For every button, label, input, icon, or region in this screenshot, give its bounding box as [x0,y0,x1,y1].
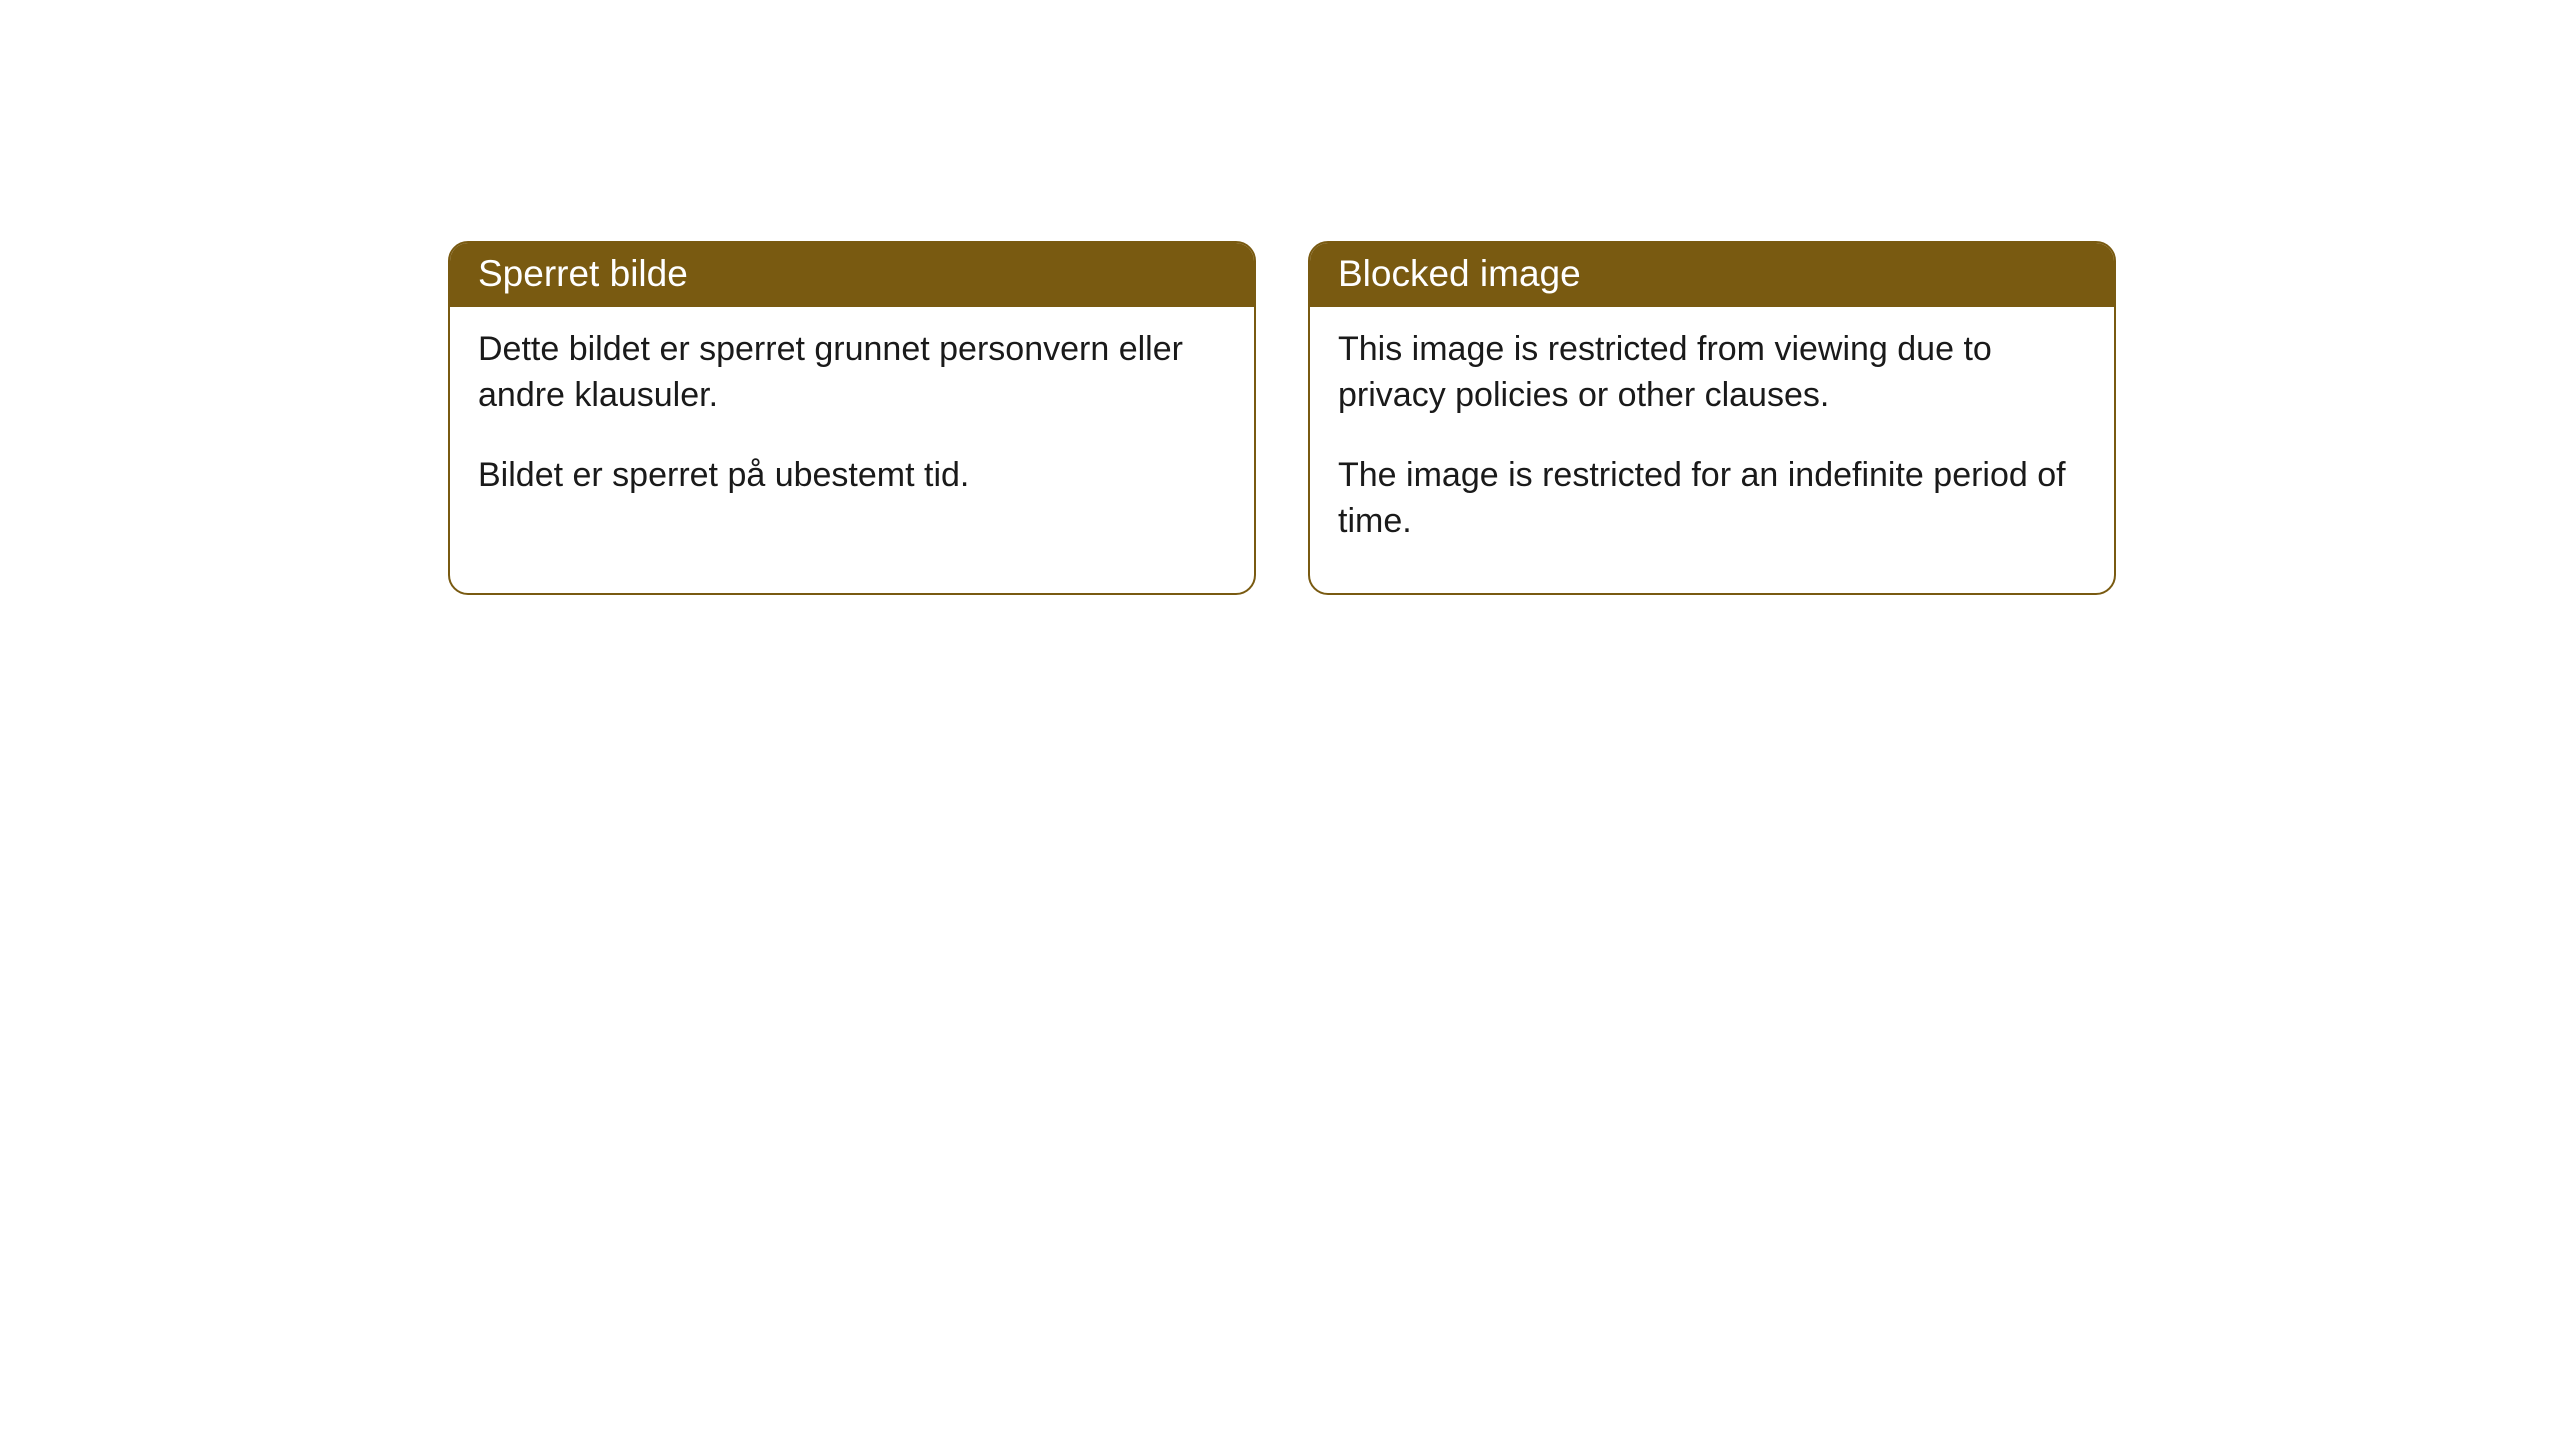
notice-paragraph: This image is restricted from viewing du… [1338,327,2086,419]
card-body: Dette bildet er sperret grunnet personve… [450,307,1254,547]
notice-card-norwegian: Sperret bilde Dette bildet er sperret gr… [448,241,1256,595]
card-header: Blocked image [1310,243,2114,307]
notice-card-english: Blocked image This image is restricted f… [1308,241,2116,595]
notice-paragraph: Dette bildet er sperret grunnet personve… [478,327,1226,419]
notice-cards-container: Sperret bilde Dette bildet er sperret gr… [448,241,2116,595]
notice-paragraph: Bildet er sperret på ubestemt tid. [478,453,1226,499]
notice-paragraph: The image is restricted for an indefinit… [1338,453,2086,545]
card-header: Sperret bilde [450,243,1254,307]
card-body: This image is restricted from viewing du… [1310,307,2114,593]
card-title: Sperret bilde [478,253,688,294]
card-title: Blocked image [1338,253,1581,294]
